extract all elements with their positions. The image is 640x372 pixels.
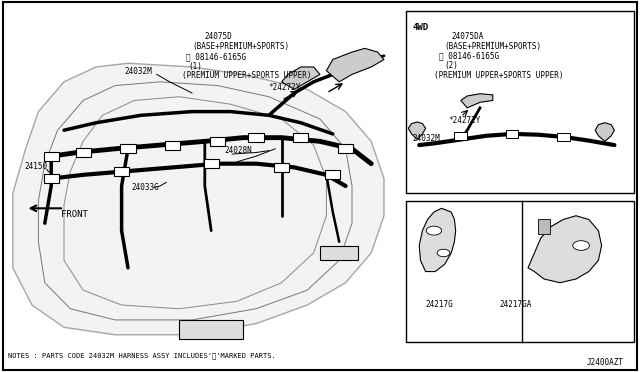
Bar: [114, 167, 129, 176]
Text: 24217G: 24217G: [426, 300, 453, 309]
Polygon shape: [13, 63, 384, 335]
Circle shape: [437, 249, 450, 257]
Text: 4WD: 4WD: [413, 23, 429, 32]
Circle shape: [426, 226, 442, 235]
Text: *24272Y: *24272Y: [448, 116, 481, 125]
Bar: [406, 201, 634, 342]
Text: Ⓑ 08146-6165G: Ⓑ 08146-6165G: [439, 51, 499, 60]
Text: 24075D: 24075D: [205, 32, 232, 41]
Bar: [44, 152, 59, 161]
Text: 24032M: 24032M: [125, 67, 152, 76]
Bar: [338, 144, 353, 153]
Text: 24033G: 24033G: [131, 183, 159, 192]
Bar: [44, 174, 59, 183]
Text: (BASE+PREMIUM+SPORTS): (BASE+PREMIUM+SPORTS): [192, 42, 289, 51]
Bar: [293, 133, 308, 142]
Bar: [506, 130, 518, 138]
Polygon shape: [408, 122, 426, 140]
Bar: [454, 132, 467, 140]
Bar: [538, 219, 550, 234]
Bar: [325, 170, 340, 179]
Text: *24272Y: *24272Y: [269, 83, 301, 92]
Polygon shape: [461, 94, 493, 108]
Bar: [406, 11, 634, 193]
Bar: [165, 141, 180, 150]
Bar: [274, 163, 289, 172]
Text: 24032M: 24032M: [412, 134, 440, 142]
Text: 24217GA: 24217GA: [499, 300, 532, 309]
Bar: [204, 159, 219, 168]
Circle shape: [573, 241, 589, 250]
Text: Ⓑ 08146-6165G: Ⓑ 08146-6165G: [186, 52, 246, 61]
Bar: [76, 148, 91, 157]
Polygon shape: [419, 208, 456, 272]
Text: 24075DA: 24075DA: [451, 32, 484, 41]
Text: J2400AZT: J2400AZT: [587, 358, 624, 367]
Text: (PREMIUM UPPER+SPORTS UPPER): (PREMIUM UPPER+SPORTS UPPER): [434, 71, 563, 80]
Text: (PREMIUM UPPER+SPORTS UPPER): (PREMIUM UPPER+SPORTS UPPER): [182, 71, 312, 80]
Text: 24150: 24150: [24, 162, 47, 171]
Text: NOTES : PARTS CODE 24032M HARNESS ASSY INCLUDES'Ⓑ'MARKED PARTS.: NOTES : PARTS CODE 24032M HARNESS ASSY I…: [8, 352, 275, 359]
Text: (1): (1): [189, 62, 203, 71]
Bar: [320, 246, 358, 260]
Polygon shape: [595, 123, 614, 141]
Text: 24028N: 24028N: [224, 146, 252, 155]
Text: (BASE+PREMIUM+SPORTS): (BASE+PREMIUM+SPORTS): [445, 42, 542, 51]
Text: FRONT: FRONT: [61, 210, 88, 219]
Polygon shape: [528, 216, 602, 283]
Bar: [120, 144, 136, 153]
Text: (2): (2): [445, 61, 459, 70]
Bar: [248, 133, 264, 142]
Polygon shape: [326, 48, 384, 82]
Bar: [179, 320, 243, 339]
Bar: [557, 133, 570, 141]
Bar: [210, 137, 225, 146]
Polygon shape: [282, 67, 320, 89]
